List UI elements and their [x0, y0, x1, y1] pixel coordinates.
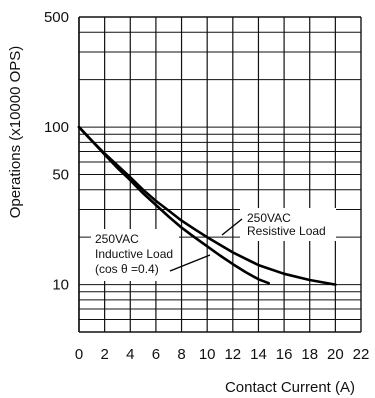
tick-labels: 0 2 4 6 8 10 12 14 16 18 20 22 500 100 50 10 — [44, 9, 369, 363]
x-tick-label: 20 — [327, 346, 344, 363]
series-label-inductive: (cos θ =0.4) — [95, 262, 159, 276]
series-line-inductive — [77, 125, 271, 285]
y-tick-label: 100 — [44, 119, 69, 136]
label-background — [240, 208, 336, 241]
x-tick-label: 12 — [224, 346, 241, 363]
x-tick-label: 22 — [353, 346, 370, 363]
x-tick-label: 16 — [276, 346, 293, 363]
y-axis-label: Operations (x10000 OPS) — [7, 46, 24, 219]
x-tick-label: 8 — [177, 346, 185, 363]
y-tick-label: 10 — [52, 277, 69, 294]
series-label-resistive: Resistive Load — [247, 224, 326, 238]
leader-line-inductive — [169, 254, 211, 272]
x-tick-label: 0 — [75, 346, 83, 363]
x-tick-label: 14 — [250, 346, 267, 363]
series-label-resistive: 250VAC — [247, 211, 291, 225]
x-tick-label: 2 — [100, 346, 108, 363]
x-axis-label: Contact Current (A) — [225, 379, 355, 396]
grid — [78, 16, 362, 333]
leader-line-resistive — [221, 218, 243, 236]
x-tick-label: 6 — [152, 346, 160, 363]
y-tick-label: 50 — [52, 167, 69, 184]
x-tick-label: 18 — [301, 346, 318, 363]
y-tick-label: 500 — [44, 9, 69, 26]
x-tick-label: 10 — [199, 346, 216, 363]
series-label-inductive: Inductive Load — [95, 247, 173, 261]
series-label-inductive: 250VAC — [95, 232, 139, 246]
label-background — [91, 229, 179, 281]
x-tick-label: 4 — [126, 346, 134, 363]
series-lines — [77, 125, 337, 286]
